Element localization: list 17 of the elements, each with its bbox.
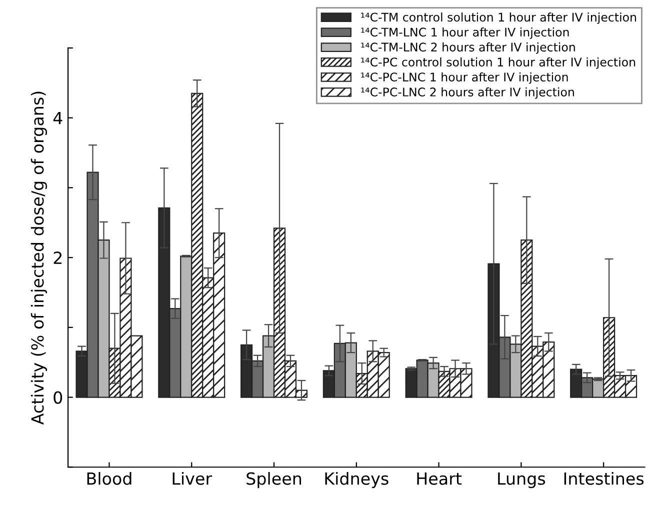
legend-label: ¹⁴C-TM control solution 1 hour after IV injection <box>361 12 636 24</box>
legend-label: ¹⁴C-TM-LNC 1 hour after IV injection <box>361 27 569 39</box>
y-tick-label: 2 <box>54 252 62 264</box>
x-tick-label: Liver <box>172 472 212 485</box>
y-tick-label: 4 <box>53 112 62 124</box>
legend-label: ¹⁴C-TM-LNC 2 hours after IV injection <box>361 42 575 54</box>
legend-label: ¹⁴C-PC control solution 1 hour after IV injection <box>361 57 636 69</box>
legend-label: ¹⁴C-PC-LNC 2 hours after IV injection <box>361 87 574 99</box>
legend-label: ¹⁴C-PC-LNC 1 hour after IV injection <box>361 72 568 84</box>
y-axis-title: Activity (% of injected dose/g of organs) <box>30 92 48 425</box>
x-tick-label: Kidneys <box>325 472 388 488</box>
x-tick-label: Lungs <box>498 472 546 488</box>
x-tick-label: Spleen <box>246 472 302 488</box>
y-tick-label: 0 <box>54 391 62 404</box>
x-tick-label: Heart <box>417 472 462 485</box>
x-tick-label: Blood <box>87 472 132 485</box>
x-tick-label: Intestines <box>564 472 644 485</box>
